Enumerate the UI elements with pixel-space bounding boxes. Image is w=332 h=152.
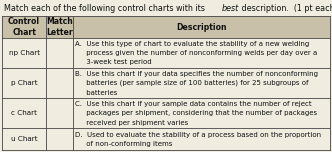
Text: of non-conforming items: of non-conforming items — [74, 141, 172, 147]
Text: Description: Description — [176, 22, 226, 31]
Text: Match
Letter: Match Letter — [46, 17, 73, 37]
Text: 3-week test period: 3-week test period — [74, 59, 151, 66]
Text: p Chart: p Chart — [11, 80, 38, 86]
Text: A.  Use this type of chart to evaluate the stability of a new welding: A. Use this type of chart to evaluate th… — [74, 41, 309, 47]
Text: batteries (per sample size of 100 batteries) for 25 subgroups of: batteries (per sample size of 100 batter… — [74, 80, 308, 86]
Text: D.  Used to evaluate the stability of a process based on the proportion: D. Used to evaluate the stability of a p… — [74, 131, 321, 138]
Text: received per shipment varies: received per shipment varies — [74, 120, 188, 126]
Text: description.  (1 pt each): description. (1 pt each) — [239, 4, 332, 13]
Text: Match each of the following control charts with its: Match each of the following control char… — [4, 4, 208, 13]
Bar — [2, 68, 330, 98]
Text: packages per shipment, considering that the number of packages: packages per shipment, considering that … — [74, 110, 317, 116]
Text: C.  Use this chart if your sample data contains the number of reject: C. Use this chart if your sample data co… — [74, 101, 311, 107]
Text: best: best — [222, 4, 239, 13]
Bar — [2, 38, 330, 68]
Bar — [2, 128, 330, 150]
Text: Control
Chart: Control Chart — [8, 17, 40, 37]
Text: process given the number of nonconforming welds per day over a: process given the number of nonconformin… — [74, 50, 317, 56]
Text: np Chart: np Chart — [9, 50, 40, 56]
Text: batteries: batteries — [74, 90, 117, 96]
Bar — [2, 98, 330, 128]
Text: u Chart: u Chart — [11, 136, 38, 142]
Bar — [2, 16, 330, 38]
Text: B.  Use this chart if your data specifies the number of nonconforming: B. Use this chart if your data specifies… — [74, 71, 317, 77]
Text: c Chart: c Chart — [11, 110, 37, 116]
